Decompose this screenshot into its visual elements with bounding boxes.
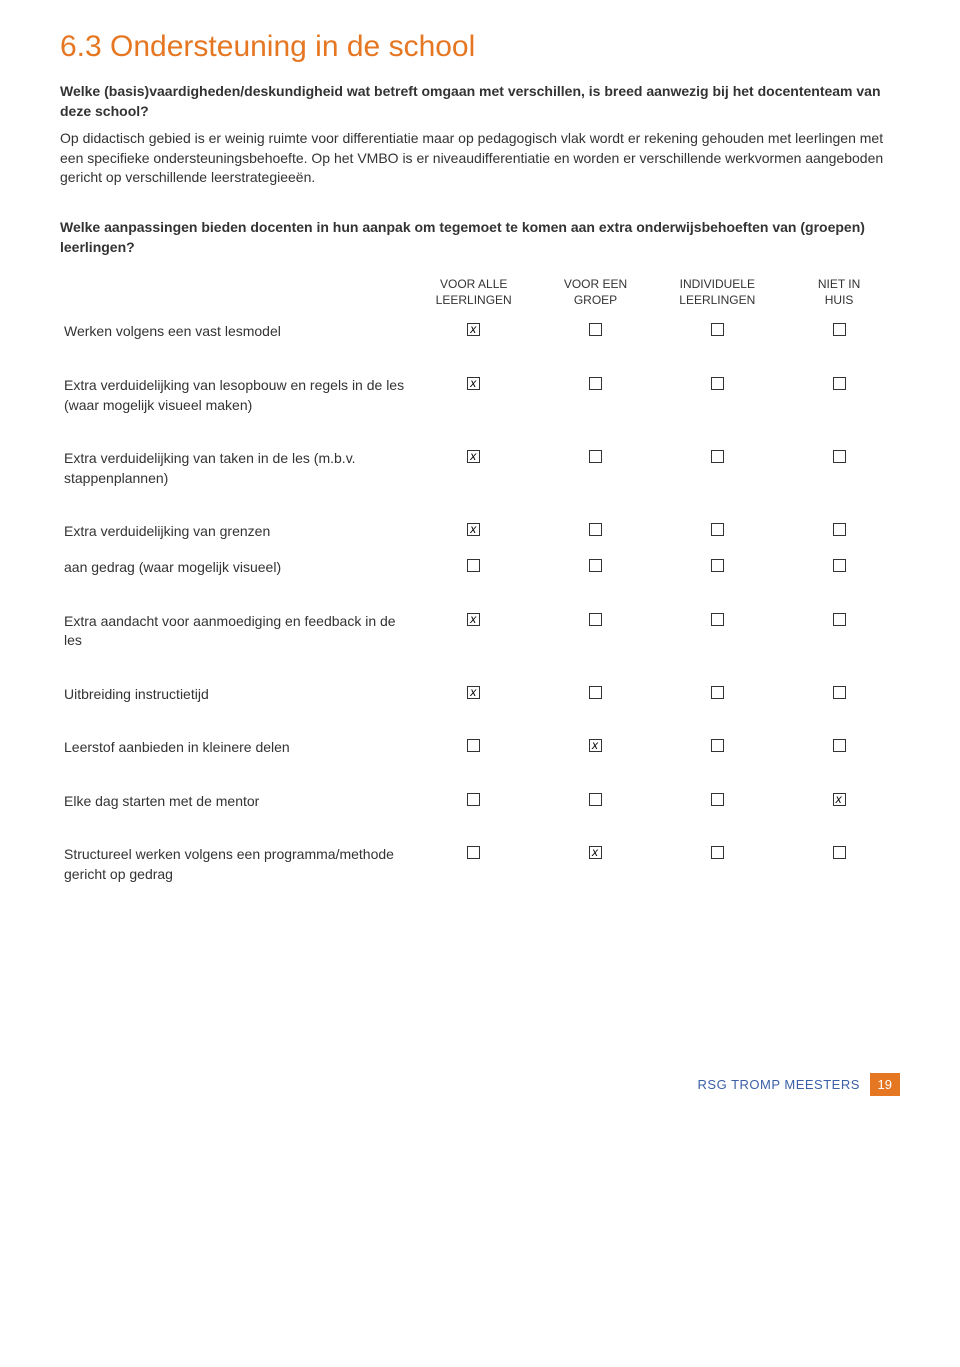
checkbox-icon (467, 793, 480, 806)
checkbox-icon (711, 450, 724, 463)
table-row: Werken volgens een vast lesmodel (60, 314, 900, 350)
checkbox-icon (711, 377, 724, 390)
checkbox-icon (589, 377, 602, 390)
checkbox-icon (589, 559, 602, 572)
checkbox-icon (467, 739, 480, 752)
row-label: Extra verduidelijking van taken in de le… (60, 441, 413, 496)
row-label: Structureel werken volgens een programma… (60, 837, 413, 892)
checkbox-icon (833, 450, 846, 463)
table-row: Uitbreiding instructietijd (60, 677, 900, 713)
row-label: Uitbreiding instructietijd (60, 677, 413, 713)
checkbox-icon (467, 377, 480, 390)
checkbox-icon (833, 323, 846, 336)
table-row: Extra verduidelijking van taken in de le… (60, 441, 900, 496)
row-label: Werken volgens een vast lesmodel (60, 314, 413, 350)
table-row: Leerstof aanbieden in kleinere delen (60, 730, 900, 766)
col-header-4: NIET INHUIS (778, 271, 900, 314)
col-header-3: INDIVIDUELELEERLINGEN (656, 271, 778, 314)
table-row: Extra verduidelijking van grenzen (60, 514, 900, 550)
checkbox-icon (833, 686, 846, 699)
row-label: Extra verduidelijking van lesopbouw en r… (60, 368, 413, 423)
table-row: Extra verduidelijking van lesopbouw en r… (60, 368, 900, 423)
table-row: Extra aandacht voor aanmoediging en feed… (60, 604, 900, 659)
question-1: Welke (basis)vaardigheden/deskundigheid … (60, 82, 900, 121)
checkbox-icon (833, 846, 846, 859)
row-label: Leerstof aanbieden in kleinere delen (60, 730, 413, 766)
table-row: Structureel werken volgens een programma… (60, 837, 900, 892)
checkbox-icon (467, 323, 480, 336)
checkbox-icon (467, 523, 480, 536)
checkbox-icon (467, 846, 480, 859)
checkbox-icon (711, 559, 724, 572)
checkbox-icon (467, 686, 480, 699)
checkbox-icon (589, 739, 602, 752)
checkbox-icon (467, 450, 480, 463)
question-1-answer: Op didactisch gebied is er weinig ruimte… (60, 129, 900, 188)
row-label: Extra aandacht voor aanmoediging en feed… (60, 604, 413, 659)
checkbox-icon (711, 686, 724, 699)
checkbox-icon (711, 846, 724, 859)
checkbox-icon (833, 793, 846, 806)
row-label: Elke dag starten met de mentor (60, 784, 413, 820)
footer-text: RSG TROMP MEESTERS (698, 1077, 860, 1092)
checkbox-icon (833, 559, 846, 572)
checkbox-icon (589, 686, 602, 699)
checkbox-icon (711, 613, 724, 626)
checkbox-icon (589, 613, 602, 626)
checkbox-icon (589, 523, 602, 536)
row-label: aan gedrag (waar mogelijk visueel) (60, 550, 413, 586)
col-header-2: VOOR EENGROEP (535, 271, 657, 314)
question-2: Welke aanpassingen bieden docenten in hu… (60, 218, 900, 257)
checkbox-icon (833, 739, 846, 752)
checkbox-icon (833, 613, 846, 626)
page-number: 19 (870, 1073, 900, 1096)
checkbox-icon (833, 523, 846, 536)
section-heading: 6.3 Ondersteuning in de school (60, 30, 900, 64)
checkbox-icon (589, 793, 602, 806)
col-header-1: VOOR ALLELEERLINGEN (413, 271, 535, 314)
checkbox-icon (589, 323, 602, 336)
checkbox-icon (589, 450, 602, 463)
options-table: VOOR ALLELEERLINGEN VOOR EENGROEP INDIVI… (60, 271, 900, 893)
checkbox-icon (833, 377, 846, 390)
checkbox-icon (711, 523, 724, 536)
row-label: Extra verduidelijking van grenzen (60, 514, 413, 550)
checkbox-icon (467, 559, 480, 572)
page-footer: RSG TROMP MEESTERS 19 (60, 1073, 900, 1096)
checkbox-icon (467, 613, 480, 626)
table-row: Elke dag starten met de mentor (60, 784, 900, 820)
checkbox-icon (711, 793, 724, 806)
checkbox-icon (589, 846, 602, 859)
checkbox-icon (711, 739, 724, 752)
table-row: aan gedrag (waar mogelijk visueel) (60, 550, 900, 586)
checkbox-icon (711, 323, 724, 336)
